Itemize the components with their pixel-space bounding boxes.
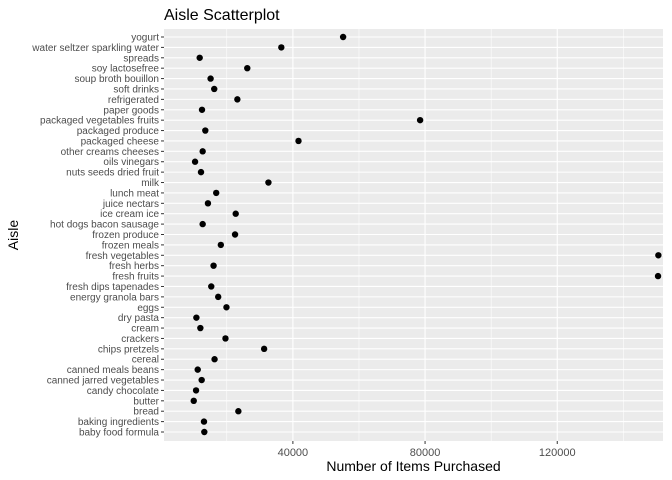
y-tick-label: fresh fruits <box>112 272 159 283</box>
data-point <box>202 127 209 134</box>
y-tick-label: cereal <box>132 355 159 366</box>
y-tick-label: fresh herbs <box>109 261 159 272</box>
x-axis-title: Number of Items Purchased <box>326 458 500 474</box>
data-point <box>231 231 239 238</box>
y-tick-label: soup broth bouillon <box>74 74 159 85</box>
data-point <box>199 220 206 228</box>
y-tick-label: juice nectars <box>102 199 159 210</box>
y-tick-label: fresh vegetables <box>86 251 159 262</box>
data-point <box>197 324 204 332</box>
y-tick-label: crackers <box>121 334 159 345</box>
y-tick-label: packaged produce <box>77 126 160 137</box>
gridlines <box>164 29 663 441</box>
x-tick-label: 80000 <box>410 447 441 459</box>
y-tick-label: frozen meals <box>102 240 159 251</box>
y-tick-label: soft drinks <box>113 84 159 95</box>
data-point <box>244 64 251 72</box>
y-tick-label: chips pretzels <box>98 344 159 355</box>
chart-title: Aisle Scatterplot <box>164 7 280 24</box>
data-point <box>654 272 662 280</box>
y-tick-label: baby food formula <box>79 428 159 439</box>
y-tick-label: soy lactosefree <box>92 64 160 75</box>
y-tick-label: packaged vegetables fruits <box>40 116 159 127</box>
data-point <box>194 366 201 373</box>
y-axis-title: Aisle <box>5 220 21 251</box>
x-axis-ticks: 40000 80000 120000 <box>278 441 576 459</box>
y-tick-label: nuts seeds dried fruit <box>66 168 159 179</box>
data-point <box>193 314 200 321</box>
data-point <box>222 335 229 342</box>
data-point <box>211 85 218 93</box>
y-tick-label: frozen produce <box>92 230 159 241</box>
y-tick-label: milk <box>141 178 160 189</box>
data-point <box>200 418 208 425</box>
y-tick-label: water seltzer sparkling water <box>31 43 159 54</box>
data-point <box>196 54 203 61</box>
y-tick-label: energy granola bars <box>70 292 159 303</box>
data-point <box>213 189 220 197</box>
data-point <box>192 387 200 394</box>
data-point <box>214 293 222 301</box>
data-points <box>190 33 662 436</box>
data-point <box>198 106 206 113</box>
y-tick-label: butter <box>133 396 159 407</box>
x-tick-label: 40000 <box>278 447 309 459</box>
y-tick-label: canned meals beans <box>67 365 159 376</box>
y-tick-label: baking ingredients <box>78 417 159 428</box>
data-point <box>265 179 272 186</box>
data-point <box>232 210 239 217</box>
x-tick-label: 120000 <box>539 447 576 459</box>
y-tick-label: lunch meat <box>110 188 159 199</box>
y-tick-label: paper goods <box>103 105 159 116</box>
data-point <box>260 345 268 353</box>
data-point <box>201 428 208 436</box>
data-point <box>217 241 225 249</box>
data-point <box>207 75 214 82</box>
y-tick-label: dry pasta <box>118 313 160 324</box>
y-tick-label: oils vinegars <box>103 157 159 168</box>
data-point <box>655 252 662 259</box>
data-point <box>191 158 199 165</box>
data-point <box>190 397 197 405</box>
y-tick-label: packaged cheese <box>81 136 160 147</box>
data-point <box>208 283 215 290</box>
data-point <box>339 33 347 41</box>
data-point <box>210 262 217 269</box>
y-tick-label: ice cream ice <box>100 209 159 220</box>
data-point <box>204 200 212 207</box>
y-tick-label: other creams cheeses <box>61 147 159 158</box>
data-point <box>416 116 424 124</box>
y-tick-label: canned jarred vegetables <box>47 376 159 387</box>
data-point <box>223 304 230 311</box>
data-point <box>234 96 241 103</box>
data-point <box>278 44 285 51</box>
y-tick-label: candy chocolate <box>87 386 160 397</box>
y-tick-label: eggs <box>137 303 159 314</box>
data-point <box>295 137 302 145</box>
y-tick-label: fresh dips tapenades <box>66 282 159 293</box>
data-point <box>235 408 242 415</box>
y-tick-label: spreads <box>123 53 159 64</box>
y-tick-label: yogurt <box>131 33 159 44</box>
data-point <box>211 356 218 363</box>
y-tick-label: bread <box>133 407 159 418</box>
data-point <box>199 148 206 155</box>
data-point <box>197 168 205 176</box>
data-point <box>198 376 205 384</box>
y-tick-label: refrigerated <box>108 95 159 106</box>
y-tick-label: hot dogs bacon sausage <box>50 220 159 231</box>
y-tick-label: cream <box>131 324 159 335</box>
